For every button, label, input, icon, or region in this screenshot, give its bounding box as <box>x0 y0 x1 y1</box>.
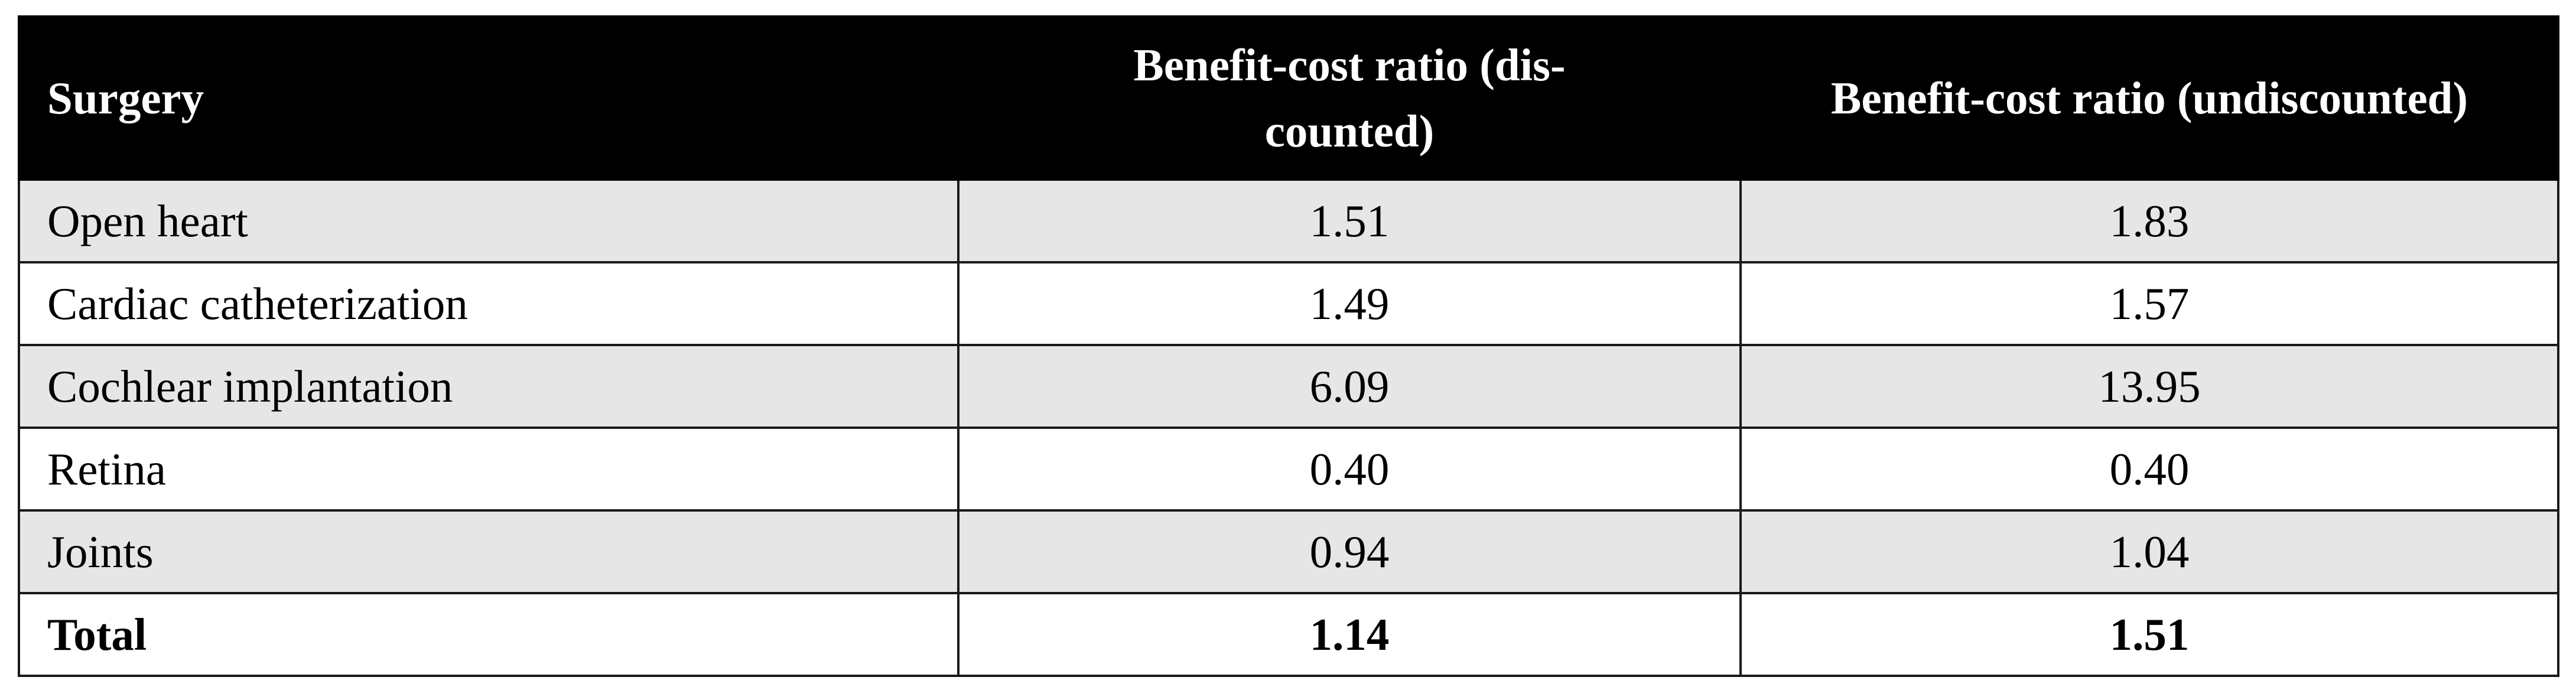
table-row: Retina 0.40 0.40 <box>18 427 2559 512</box>
cell-surgery: Cochlear implantation <box>18 344 960 429</box>
table-row: Open heart 1.51 1.83 <box>18 178 2559 263</box>
table-row: Joints 0.94 1.04 <box>18 509 2559 594</box>
header-row: Surgery Benefit-cost ratio (dis- counted… <box>18 15 2559 181</box>
table-body: Open heart 1.51 1.83 Cardiac catheteriza… <box>18 178 2559 677</box>
header-discounted: Benefit-cost ratio (dis- counted) <box>957 15 1742 181</box>
cell-total-undiscounted: 1.51 <box>1739 592 2559 677</box>
cell-discounted: 1.51 <box>957 178 1742 263</box>
table-row: Cochlear implantation 6.09 13.95 <box>18 344 2559 429</box>
cell-surgery: Cardiac catheterization <box>18 261 960 346</box>
cell-undiscounted: 1.83 <box>1739 178 2559 263</box>
cell-total-label: Total <box>18 592 960 677</box>
cell-undiscounted: 13.95 <box>1739 344 2559 429</box>
cell-discounted: 0.94 <box>957 509 1742 594</box>
cell-surgery: Joints <box>18 509 960 594</box>
cell-discounted: 6.09 <box>957 344 1742 429</box>
cell-undiscounted: 1.57 <box>1739 261 2559 346</box>
cell-surgery: Open heart <box>18 178 960 263</box>
table-row: Cardiac catheterization 1.49 1.57 <box>18 261 2559 346</box>
cell-undiscounted: 1.04 <box>1739 509 2559 594</box>
header-undiscounted: Benefit-cost ratio (undiscounted) <box>1739 15 2559 181</box>
cell-undiscounted: 0.40 <box>1739 427 2559 512</box>
total-row: Total 1.14 1.51 <box>18 592 2559 677</box>
header-discounted-line-2: counted) <box>1264 106 1435 157</box>
table-header: Surgery Benefit-cost ratio (dis- counted… <box>18 15 2559 181</box>
benefit-cost-table: Surgery Benefit-cost ratio (dis- counted… <box>18 15 2559 677</box>
cell-surgery: Retina <box>18 427 960 512</box>
cell-total-discounted: 1.14 <box>957 592 1742 677</box>
header-surgery: Surgery <box>18 15 960 181</box>
cell-discounted: 0.40 <box>957 427 1742 512</box>
benefit-cost-table-container: Surgery Benefit-cost ratio (dis- counted… <box>18 15 2559 677</box>
header-discounted-line-1: Benefit-cost ratio (dis- <box>1133 40 1566 90</box>
cell-discounted: 1.49 <box>957 261 1742 346</box>
